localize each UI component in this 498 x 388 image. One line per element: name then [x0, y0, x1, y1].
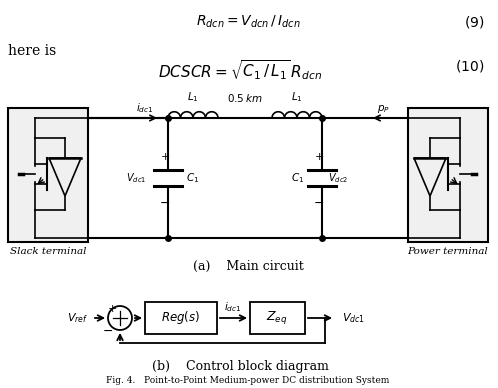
- Text: $+$: $+$: [107, 303, 117, 315]
- Text: $V_{dc2}$: $V_{dc2}$: [328, 171, 348, 185]
- Text: $V_{dc1}$: $V_{dc1}$: [125, 171, 146, 185]
- Text: $C_1$: $C_1$: [186, 171, 199, 185]
- Text: $C_1$: $C_1$: [291, 171, 304, 185]
- Bar: [250, 302, 305, 334]
- Text: $-$: $-$: [159, 196, 170, 208]
- Text: $V_{dc1}$: $V_{dc1}$: [342, 311, 365, 325]
- Text: $p_P$: $p_P$: [376, 103, 389, 115]
- Text: $Reg(s)$: $Reg(s)$: [161, 310, 201, 326]
- Text: $DCSCR = \sqrt{C_1\,/\,L_1}\,R_{dcn}$: $DCSCR = \sqrt{C_1\,/\,L_1}\,R_{dcn}$: [158, 58, 322, 82]
- Text: $(10)$: $(10)$: [455, 58, 484, 74]
- Text: (a)    Main circuit: (a) Main circuit: [193, 260, 303, 273]
- Text: $-$: $-$: [103, 324, 114, 336]
- Text: $L_1$: $L_1$: [187, 90, 199, 104]
- Text: (b)    Control block diagram: (b) Control block diagram: [151, 360, 329, 373]
- Text: $i_{dc1}$: $i_{dc1}$: [136, 101, 154, 115]
- Text: $(9)$: $(9)$: [464, 14, 484, 30]
- Text: $+$: $+$: [160, 151, 170, 161]
- Text: $R_{dcn} = V_{dcn}\,/\,I_{dcn}$: $R_{dcn} = V_{dcn}\,/\,I_{dcn}$: [196, 14, 300, 30]
- Text: $-$: $-$: [313, 196, 325, 208]
- Text: $0.5\,km$: $0.5\,km$: [227, 92, 263, 104]
- Text: $+$: $+$: [314, 151, 324, 161]
- Text: $Z_{eq}$: $Z_{eq}$: [266, 310, 288, 326]
- Text: Fig. 4.   Point-to-Point Medium-power DC distribution System: Fig. 4. Point-to-Point Medium-power DC d…: [106, 376, 390, 385]
- Text: Power terminal: Power terminal: [408, 247, 489, 256]
- Bar: [408, 108, 488, 242]
- Text: here is: here is: [8, 44, 56, 58]
- Text: $V_{ref}$: $V_{ref}$: [67, 311, 88, 325]
- Bar: [8, 108, 88, 242]
- Bar: [145, 302, 217, 334]
- Text: Slack terminal: Slack terminal: [10, 247, 86, 256]
- Text: $L_1$: $L_1$: [291, 90, 303, 104]
- Text: $i_{dc1}$: $i_{dc1}$: [224, 300, 242, 314]
